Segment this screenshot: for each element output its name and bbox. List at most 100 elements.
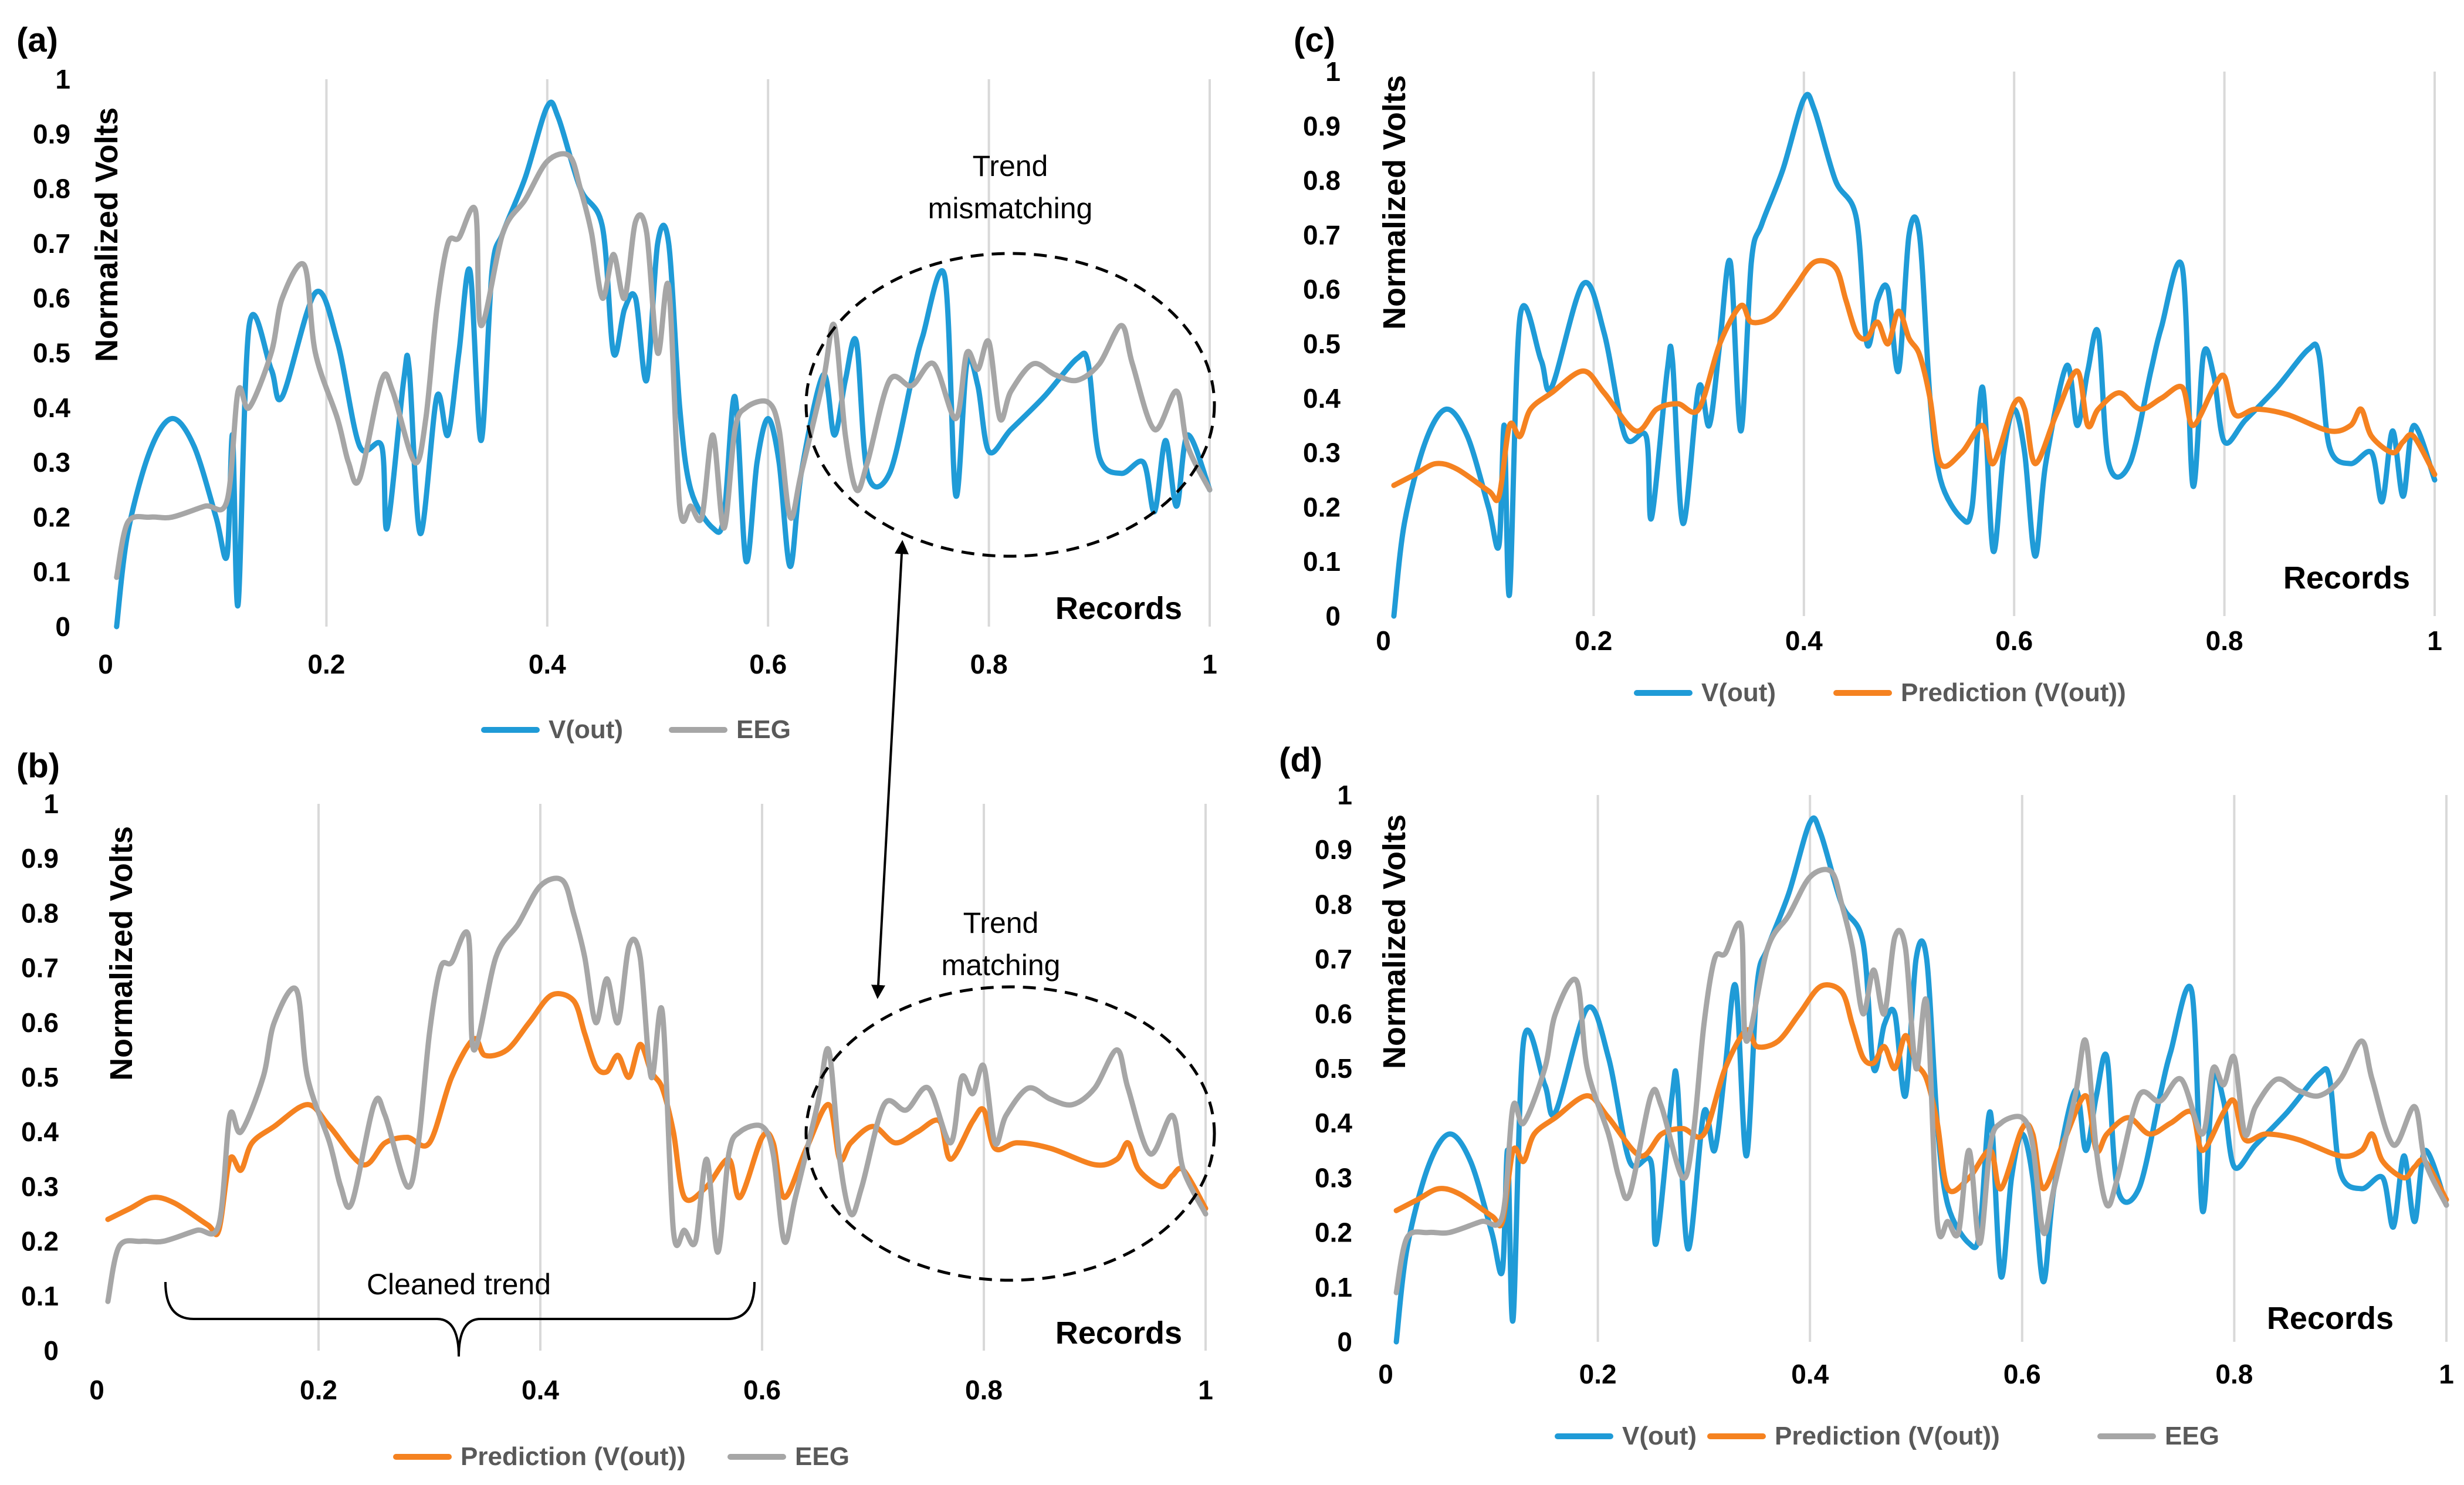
legend-label: EEG: [2165, 1422, 2219, 1450]
legend-item: V(out): [1634, 678, 1776, 707]
x-tick-label: 0.4: [1785, 625, 1823, 656]
y-tick-label: 1: [1325, 56, 1341, 87]
y-tick-label: 0: [43, 1335, 59, 1366]
y-tick-label: 0.9: [33, 119, 70, 149]
x-tick-label: 0: [89, 1375, 104, 1405]
legend-label: Prediction (V(out)): [461, 1442, 686, 1471]
anno-trend-b: Trend: [963, 906, 1039, 939]
y-tick-label: 0.1: [1303, 546, 1341, 577]
legend-item: Prediction (V(out)): [393, 1442, 686, 1471]
x-tick-label: 0.8: [965, 1375, 1003, 1405]
y-tick-label: 0.8: [21, 898, 59, 928]
y-tick-label: 0.4: [1315, 1108, 1352, 1138]
y-tick-label: 0.6: [21, 1007, 59, 1038]
y-tick-label: 0: [1325, 601, 1341, 631]
y-tick-label: 0.7: [33, 228, 70, 259]
x-axis-label: Records: [1055, 591, 1182, 626]
y-tick-label: 0.9: [21, 843, 59, 874]
y-tick-label: 0.7: [21, 953, 59, 983]
y-tick-label: 0: [55, 611, 70, 642]
x-tick-label: 0.2: [1575, 625, 1612, 656]
y-tick-label: 0.9: [1315, 834, 1352, 865]
y-tick-label: 0.8: [1315, 889, 1352, 919]
mismatch-ellipse: [804, 252, 1216, 558]
y-tick-label: 0.6: [33, 283, 70, 313]
y-tick-label: 0: [1337, 1327, 1352, 1357]
legend-label: V(out): [1622, 1422, 1697, 1450]
panel-b: 0 0.2 0.4 0.6 0.8 1 0 0.1 0.2 0.3 0.4 0.5 0.6 0.7 0.8 0…: [16, 747, 1213, 1471]
panel-d: 0 0.2 0.4 0.6 0.8 1 0 0.1 0.2 0.3 0.4 0.5 0.6 0.7 0.8 0…: [1279, 741, 2454, 1450]
y-tick-label: 0.8: [33, 174, 70, 204]
y-tick-label: 0.5: [33, 338, 70, 368]
legend-label: V(out): [549, 715, 623, 744]
panel-a: 0 0.2 0.4 0.6 0.8 1 0 0.1 0.2 0.3 0.4 0.5 0.6 0.7 0.8 0…: [16, 21, 1217, 744]
y-tick-label: 0.8: [1303, 165, 1341, 196]
panel-label: (c): [1294, 21, 1335, 59]
series-line-vout: [1391, 92, 2438, 619]
y-axis-label: Normalized Volts: [1377, 75, 1412, 330]
y-tick-label: 0.6: [1303, 274, 1341, 305]
x-tick-label: 0.4: [529, 649, 566, 679]
y-tick-label: 0.3: [21, 1171, 59, 1202]
x-axis-label: Records: [2267, 1301, 2394, 1336]
y-tick-label: 0.6: [1315, 999, 1352, 1029]
y-tick-label: 0.4: [1303, 383, 1341, 414]
x-axis-label: Records: [1055, 1315, 1182, 1351]
y-tick-label: 0.7: [1303, 219, 1341, 250]
x-axis-label: Records: [2283, 560, 2410, 596]
legend-item: Prediction (V(out)): [1707, 1422, 2000, 1450]
y-axis-label: Normalized Volts: [1377, 814, 1412, 1069]
x-tick-label: 0.8: [970, 649, 1008, 679]
x-tick-label: 0: [1378, 1359, 1393, 1389]
y-tick-label: 0.5: [1303, 329, 1341, 359]
legend-label: EEG: [795, 1442, 849, 1471]
series-line-vout: [1393, 815, 2449, 1345]
cleaned-trend-brace: [164, 1281, 756, 1357]
legend-label: Prediction (V(out)): [1901, 678, 2126, 707]
panel-label: (b): [16, 747, 60, 785]
series-line-eeg: [105, 875, 1209, 1304]
series-line-pred: [1391, 258, 2438, 503]
x-tick-label: 1: [2427, 625, 2442, 656]
y-tick-label: 0.3: [1315, 1162, 1352, 1193]
anno-cleaned-trend: Cleaned trend: [367, 1268, 551, 1301]
legend-label: EEG: [736, 715, 791, 744]
x-tick-label: 0.6: [743, 1375, 781, 1405]
series-line-vout: [114, 99, 1213, 630]
x-tick-label: 0.6: [1995, 625, 2033, 656]
x-tick-label: 0.2: [1579, 1359, 1617, 1389]
y-tick-label: 0.1: [1315, 1272, 1352, 1303]
panel-label: (d): [1279, 741, 1322, 779]
y-tick-label: 0.2: [1315, 1217, 1352, 1248]
comparison-arrow: [871, 540, 909, 999]
panel-c: 0 0.2 0.4 0.6 0.8 1 0 0.1 0.2 0.3 0.4 0.5 0.6 0.7 0.8 0…: [1294, 21, 2442, 707]
y-axis-label: Normalized Volts: [89, 107, 124, 362]
series-line-eeg: [114, 151, 1213, 580]
panel-label: (a): [16, 21, 58, 59]
y-tick-label: 0.2: [1303, 492, 1341, 522]
y-tick-label: 0.1: [21, 1281, 59, 1311]
x-tick-label: 0.2: [300, 1375, 337, 1405]
legend-item: Prediction (V(out)): [1833, 678, 2126, 707]
legend-item: EEG: [727, 1442, 849, 1471]
x-tick-label: 0.4: [1791, 1359, 1829, 1389]
y-axis-label: Normalized Volts: [104, 826, 139, 1081]
y-tick-label: 1: [43, 789, 59, 819]
y-tick-label: 0.9: [1303, 111, 1341, 141]
series-line-eeg: [1393, 867, 2449, 1295]
x-tick-label: 0.6: [2003, 1359, 2041, 1389]
legend-item: V(out): [481, 715, 623, 744]
y-tick-label: 0.5: [1315, 1053, 1352, 1084]
x-tick-label: 0: [1376, 625, 1391, 656]
y-tick-label: 0.4: [21, 1117, 59, 1147]
y-tick-label: 0.3: [33, 447, 70, 478]
legend-item: EEG: [2097, 1422, 2219, 1450]
x-tick-label: 0.6: [749, 649, 787, 679]
legend-item: EEG: [669, 715, 791, 744]
y-tick-label: 0.4: [33, 393, 70, 423]
y-tick-label: 0.1: [33, 557, 70, 587]
y-tick-label: 1: [1337, 780, 1352, 810]
legend-item: V(out): [1555, 1422, 1697, 1450]
y-tick-label: 1: [55, 64, 70, 94]
y-tick-label: 0.2: [33, 502, 70, 532]
